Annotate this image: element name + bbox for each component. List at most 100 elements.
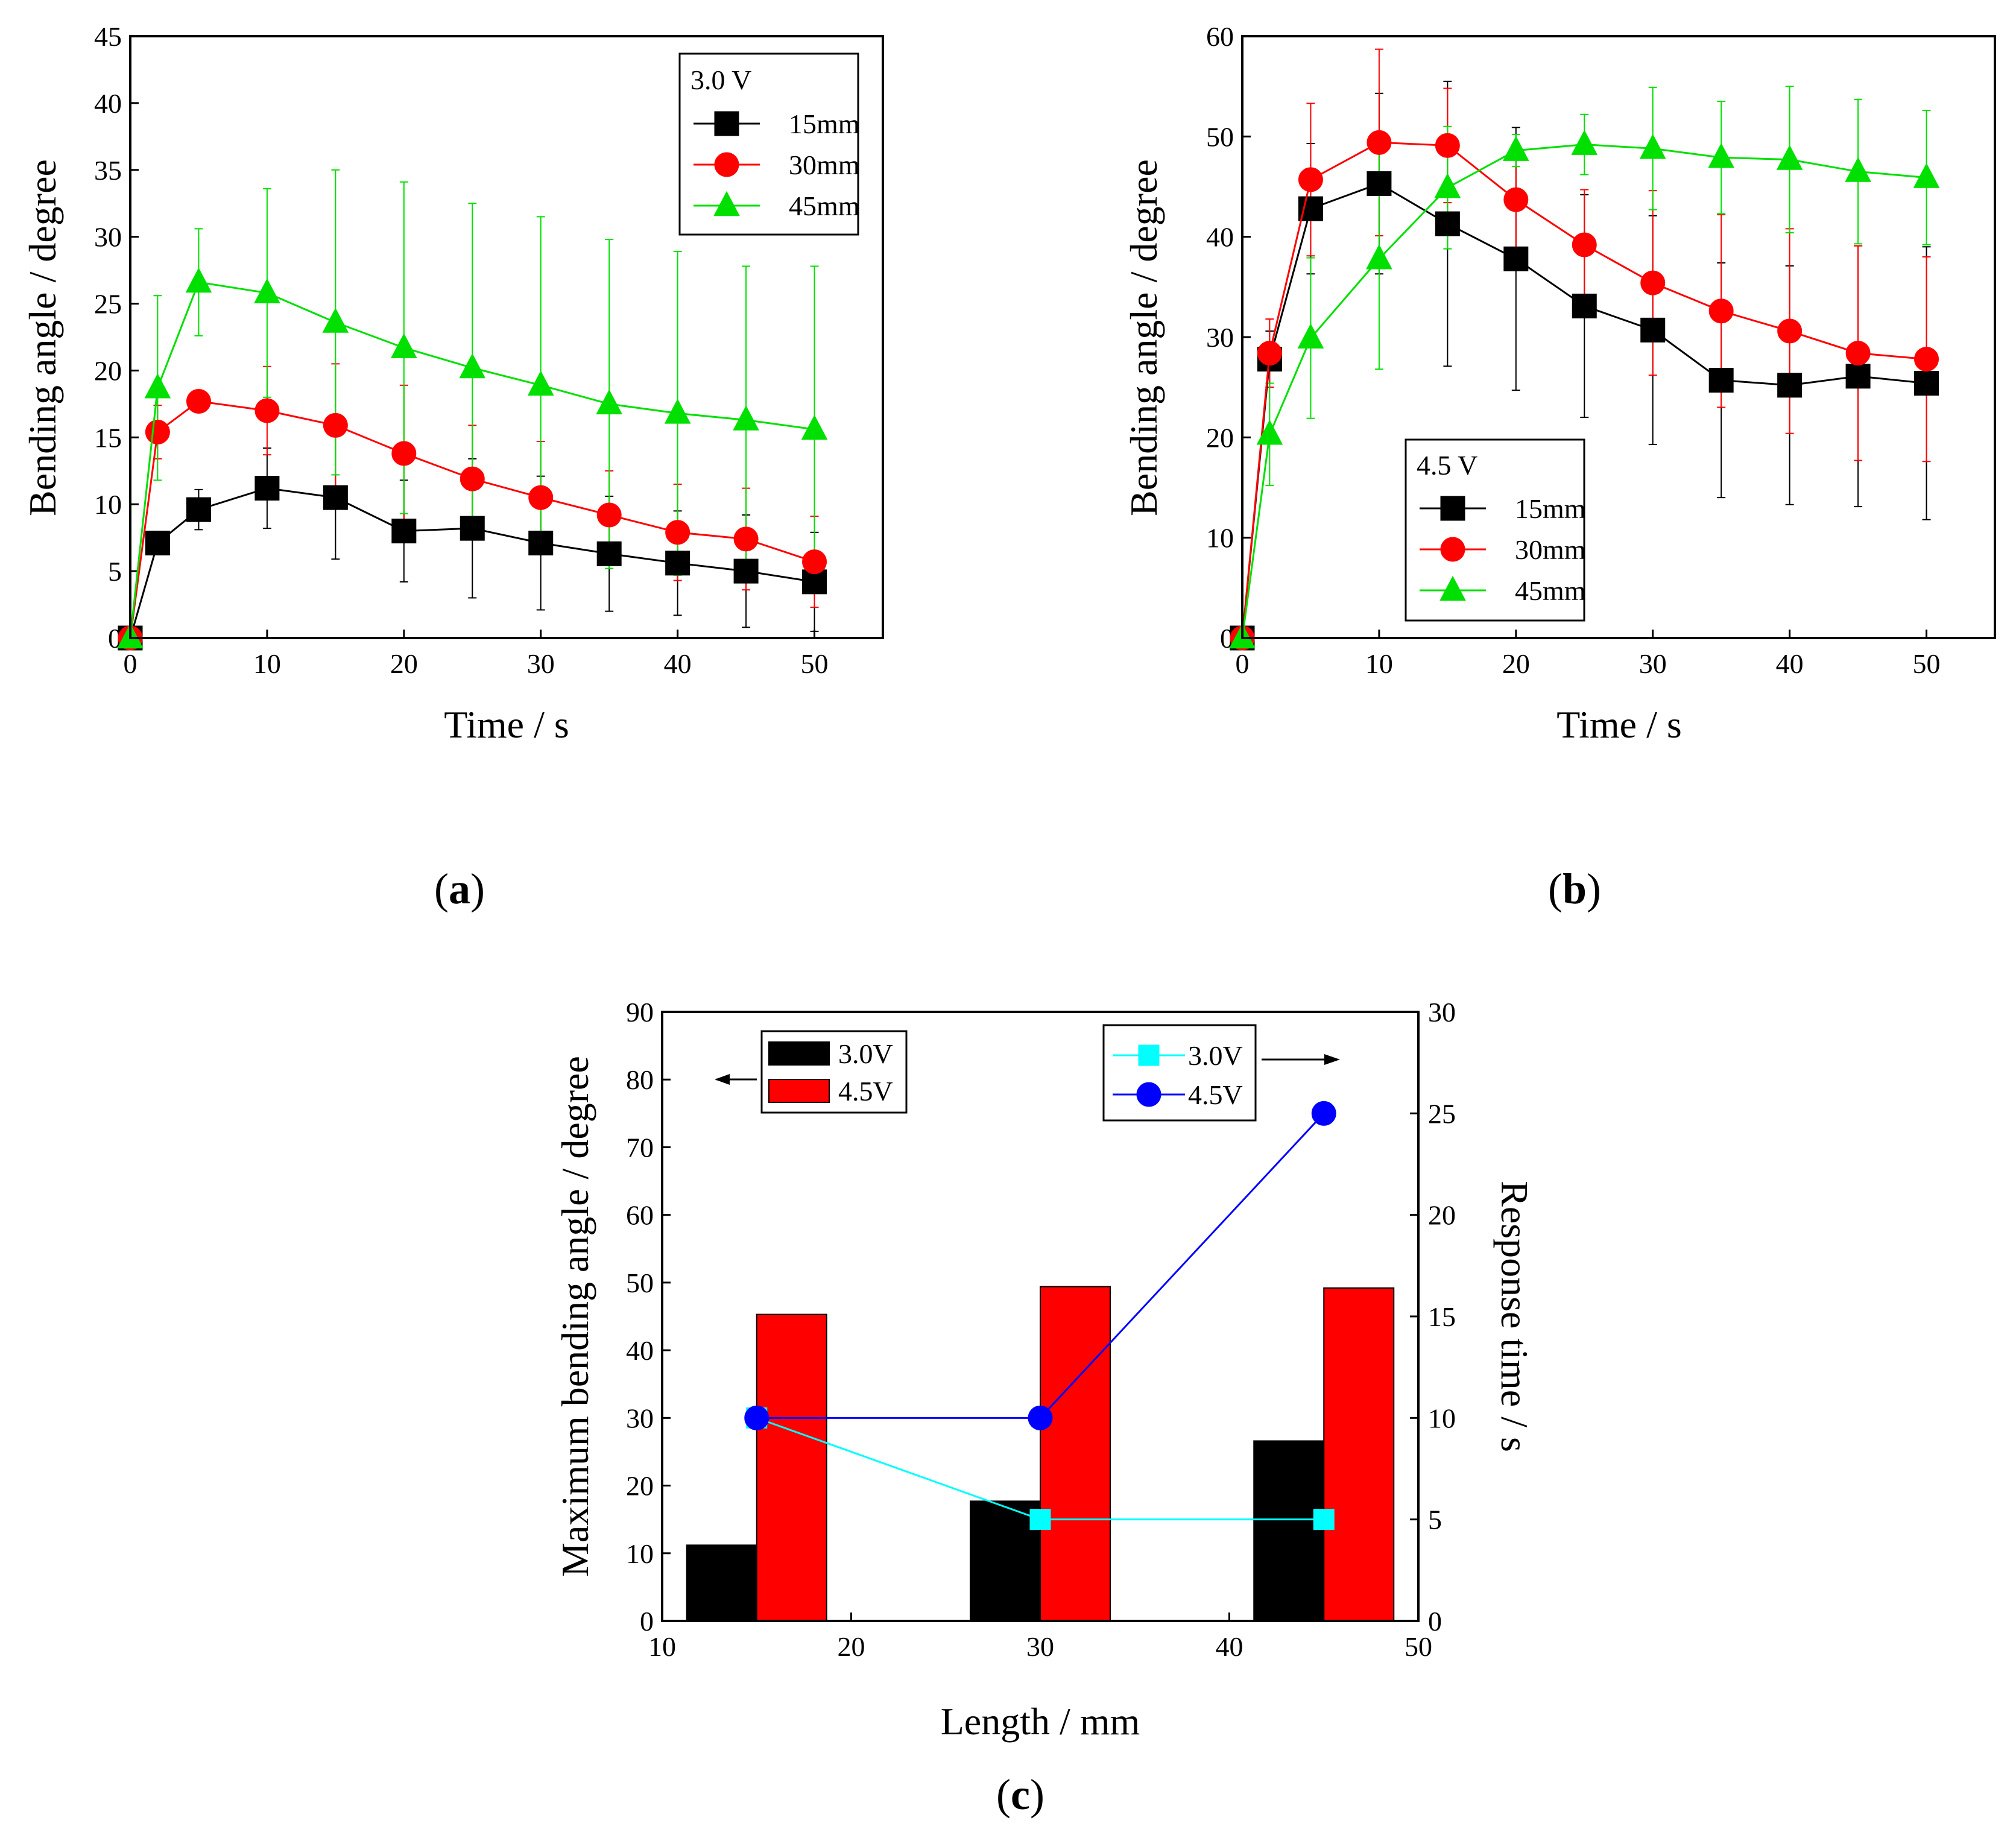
b-point-30mm bbox=[1640, 270, 1666, 295]
panel-label-b-letter: b bbox=[1563, 865, 1587, 913]
a-point-30mm bbox=[460, 466, 485, 491]
c-y2-tick-label: 5 bbox=[1428, 1505, 1442, 1535]
a-y-tick-label: 30 bbox=[94, 222, 122, 253]
b-point-30mm bbox=[1572, 232, 1597, 257]
chart-b-errorbars bbox=[1265, 48, 1931, 520]
b-point-15mm bbox=[1367, 171, 1392, 197]
c-point-4.5V bbox=[744, 1405, 769, 1430]
b-point-30mm bbox=[1845, 341, 1871, 366]
chart-b-legend: 4.5 V 15mm 30mm 45mm bbox=[1405, 438, 1586, 622]
b-y-tick-label: 30 bbox=[1206, 322, 1234, 353]
panel-label-b: (b) bbox=[1548, 865, 1601, 913]
b-legend-marker-30mm bbox=[1440, 537, 1465, 562]
c-point-4.5V bbox=[1028, 1405, 1053, 1430]
a-legend-marker-30mm bbox=[714, 152, 739, 177]
b-x-tick-label: 50 bbox=[1913, 648, 1941, 679]
b-point-45mm bbox=[1708, 142, 1735, 168]
b-point-45mm bbox=[1845, 157, 1871, 182]
c-y-tick-label: 30 bbox=[626, 1403, 654, 1433]
b-legend-marker-15mm bbox=[1440, 496, 1465, 521]
a-y-tick-label: 35 bbox=[94, 155, 122, 186]
b-x-tick-label: 20 bbox=[1502, 648, 1530, 679]
b-point-30mm bbox=[1708, 298, 1734, 324]
c-y-tick-label: 60 bbox=[626, 1200, 654, 1231]
b-point-45mm bbox=[1776, 145, 1803, 170]
chart-c-bars bbox=[686, 1286, 1395, 1622]
b-point-45mm bbox=[1297, 323, 1324, 349]
a-legend-label-45mm: 45mm bbox=[789, 191, 860, 221]
a-y-tick-label: 20 bbox=[94, 355, 122, 386]
a-x-tick-label: 20 bbox=[390, 648, 418, 679]
a-point-15mm bbox=[254, 476, 280, 501]
b-x-tick-label: 40 bbox=[1776, 648, 1804, 679]
b-point-15mm bbox=[1435, 211, 1460, 236]
c-x-tick-label: 50 bbox=[1405, 1631, 1432, 1662]
b-point-45mm bbox=[1256, 420, 1283, 445]
a-point-30mm bbox=[145, 419, 170, 444]
c-legend-label-line-4.5V: 4.5V bbox=[1188, 1079, 1243, 1110]
c-bar-4.5V bbox=[756, 1313, 827, 1622]
a-series-line-45mm bbox=[129, 281, 815, 639]
b-point-45mm bbox=[1913, 163, 1940, 188]
c-x-tick-label: 30 bbox=[1026, 1631, 1054, 1662]
a-point-45mm bbox=[527, 370, 554, 396]
panel-label-c-letter: c bbox=[1011, 1770, 1030, 1819]
a-y-tick-label: 25 bbox=[94, 289, 122, 320]
chart-a-legend-box bbox=[678, 52, 859, 236]
panel-label-a-open: ( bbox=[434, 865, 449, 913]
b-y-tick-label: 10 bbox=[1206, 523, 1234, 554]
a-y-tick-label: 15 bbox=[94, 422, 122, 453]
panel-label-b-close: ) bbox=[1587, 865, 1601, 913]
a-point-15mm bbox=[528, 531, 554, 556]
b-point-15mm bbox=[1914, 371, 1939, 396]
a-point-45mm bbox=[390, 333, 417, 358]
a-point-45mm bbox=[144, 373, 171, 399]
c-y2-tick-label: 0 bbox=[1428, 1606, 1442, 1637]
a-x-tick-label: 30 bbox=[527, 648, 555, 679]
a-point-30mm bbox=[528, 485, 554, 510]
a-point-15mm bbox=[145, 531, 170, 556]
c-y2-tick-label: 20 bbox=[1428, 1200, 1456, 1231]
c-point-3.0V bbox=[1029, 1509, 1051, 1530]
chart-c-y-axis-title: Maximum bending angle / degree bbox=[554, 1056, 596, 1577]
a-point-15mm bbox=[391, 519, 417, 544]
b-point-30mm bbox=[1367, 130, 1392, 155]
b-series-line-45mm bbox=[1241, 144, 1927, 639]
a-x-tick-label: 0 bbox=[124, 648, 137, 679]
b-y-tick-label: 50 bbox=[1206, 121, 1234, 152]
b-x-tick-label: 10 bbox=[1365, 648, 1393, 679]
c-y2-tick-label: 25 bbox=[1428, 1098, 1456, 1129]
b-y-tick-label: 20 bbox=[1206, 422, 1234, 453]
a-x-tick-label: 50 bbox=[801, 648, 829, 679]
b-point-15mm bbox=[1845, 364, 1871, 389]
a-point-30mm bbox=[596, 502, 622, 528]
a-point-30mm bbox=[323, 412, 348, 438]
chart-b-x-axis-title: Time / s bbox=[1556, 703, 1682, 746]
a-point-15mm bbox=[460, 516, 485, 541]
a-point-30mm bbox=[733, 526, 759, 552]
a-point-30mm bbox=[665, 520, 690, 545]
chart-c-y2-axis-title: Response time / s bbox=[1493, 1181, 1536, 1452]
c-y-tick-label: 40 bbox=[626, 1335, 654, 1366]
chart-c-lines bbox=[744, 1101, 1336, 1530]
a-point-15mm bbox=[323, 485, 348, 510]
chart-a-y-axis-title: Bending angle / degree bbox=[21, 159, 64, 516]
b-point-45mm bbox=[1502, 136, 1529, 161]
a-legend-label-15mm: 15mm bbox=[789, 109, 860, 139]
b-y-tick-label: 40 bbox=[1206, 222, 1234, 253]
c-bar-3.0V bbox=[970, 1500, 1041, 1622]
panel-label-a: (a) bbox=[434, 865, 485, 913]
a-point-45mm bbox=[185, 267, 212, 293]
a-legend-marker-45mm bbox=[713, 191, 740, 216]
a-point-45mm bbox=[733, 405, 759, 431]
chart-a-x-axis-title: Time / s bbox=[444, 703, 569, 746]
chart-c-legend-bars: 3.0V 4.5V bbox=[715, 1030, 908, 1114]
b-x-tick-label: 0 bbox=[1236, 648, 1250, 679]
c-legend-label-line-3.0V: 3.0V bbox=[1188, 1040, 1243, 1071]
a-legend-marker-15mm bbox=[714, 111, 739, 136]
chart-a-legend: 3.0 V 15mm 30mm 45mm bbox=[678, 52, 860, 236]
b-legend-label-30mm: 30mm bbox=[1515, 534, 1586, 565]
chart-a-plot-frame bbox=[129, 35, 884, 639]
b-point-45mm bbox=[1434, 172, 1461, 198]
